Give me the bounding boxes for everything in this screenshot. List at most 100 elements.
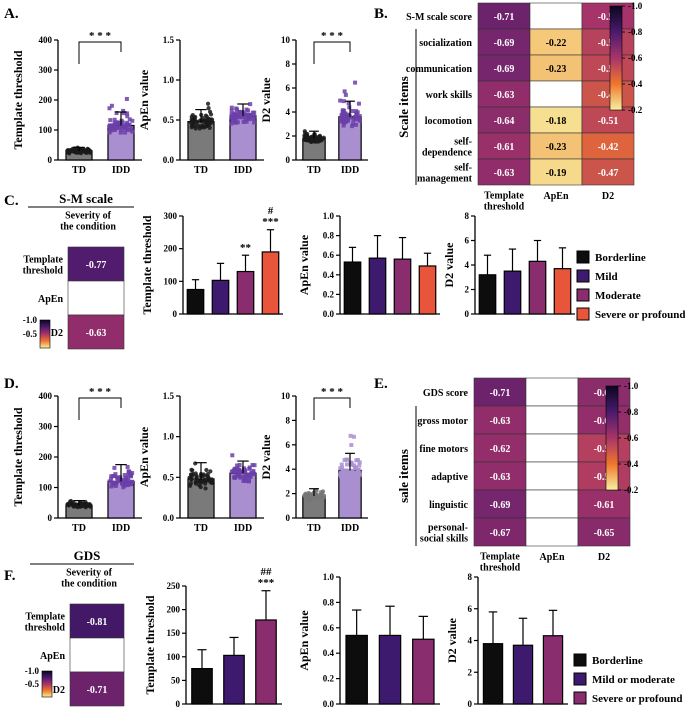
data-point [120, 120, 125, 125]
data-point [314, 488, 319, 493]
y-tick-label: 2 [468, 667, 473, 677]
heatmap-row-label: adaptive [431, 472, 468, 483]
significance-bracket [78, 41, 122, 64]
data-point [193, 114, 198, 120]
data-point [188, 483, 193, 488]
y-tick-label: 1.5 [163, 35, 175, 45]
chart-c4: 0 2 4 6 8 D2 value Borderline Mild Moderate Sever… [442, 211, 685, 321]
data-point [125, 126, 130, 131]
y-tick-label: 200 [39, 452, 53, 462]
y-tick-label: 8 [465, 211, 470, 221]
chart-c3: 0.0 0.2 0.4 0.6 0.8 1.0 ApEn value [297, 211, 440, 319]
y-tick-label: 0.8 [323, 231, 335, 241]
data-point [238, 469, 243, 474]
data-point [244, 475, 249, 480]
chart-a2: 0.0 0.5 1.0 1.5 ApEn value TD IDD [137, 35, 264, 176]
colorbar [41, 670, 53, 698]
y-tick-label: 0.6 [323, 623, 335, 633]
data-point [341, 123, 346, 128]
x-tick-label: IDD [341, 523, 359, 534]
y-tick-label: 0 [48, 513, 53, 523]
heatmap-cell-value: -0.62 [490, 444, 511, 455]
data-point [321, 493, 327, 498]
data-point [338, 466, 343, 471]
bar-3 [418, 265, 437, 315]
data-point [118, 121, 123, 126]
data-point [125, 482, 130, 487]
data-point [118, 130, 123, 135]
heatmap-row-label-line: threshold [23, 266, 64, 277]
data-point [230, 453, 235, 458]
bar-1 [223, 654, 245, 705]
heatmap-row-label-line: Template [23, 255, 63, 266]
y-tick-label: 0 [286, 513, 291, 523]
data-point [122, 482, 127, 487]
heatmap-cell-value: -0.77 [86, 260, 107, 271]
heatmap-cell [67, 314, 125, 350]
legend-swatch [576, 269, 590, 283]
y-tick-label: 10 [281, 35, 291, 45]
data-point [116, 125, 121, 130]
data-point [190, 118, 195, 124]
data-point [357, 463, 362, 468]
heatmap-row-label: ApEn [38, 294, 63, 305]
data-point [114, 111, 119, 116]
bar-1 [211, 279, 230, 315]
data-point [356, 469, 361, 474]
colorbar-label: -0.4 [624, 459, 639, 469]
data-point [252, 120, 257, 125]
y-tick-label: 300 [39, 65, 53, 75]
heatmap-col-label-line: threshold [480, 563, 521, 574]
data-point [203, 113, 209, 118]
data-point [349, 462, 354, 467]
data-point [190, 471, 196, 477]
y-axis-label: D2 value [442, 242, 456, 288]
bar-1 [503, 270, 522, 315]
data-point [242, 111, 247, 116]
data-point [342, 121, 347, 126]
heatmap-cell-value: -0.63 [86, 328, 107, 339]
y-tick-label: 0.4 [323, 270, 335, 280]
data-point [121, 111, 126, 116]
y-tick-label: 100 [167, 652, 181, 662]
heatmap-cell-value: -0.65 [594, 528, 615, 539]
heatmap-row-label: fine motors [419, 444, 468, 455]
heatmap-cell [577, 405, 631, 435]
data-point [235, 473, 240, 478]
bar-2 [255, 619, 277, 705]
significance-label-line: ## [261, 566, 273, 578]
data-point [193, 126, 198, 131]
data-point [125, 114, 130, 119]
data-point [357, 118, 362, 123]
x-tick-label: IDD [341, 165, 359, 176]
group-label: Scale items [396, 76, 411, 138]
heatmap-cell-value: -0.18 [546, 116, 567, 127]
data-point [353, 109, 358, 114]
heatmap-row-label: socialization [419, 38, 472, 49]
y-tick-label: 400 [39, 391, 53, 401]
data-point [233, 120, 238, 125]
data-point [236, 115, 241, 120]
data-point [124, 96, 129, 101]
y-tick-label: 0 [48, 155, 53, 165]
data-point [338, 98, 343, 103]
data-point [110, 481, 115, 486]
colorbar-label: -0.8 [628, 27, 643, 37]
x-tick-label: IDD [112, 523, 130, 534]
heatmap-col-label-line: Template [484, 191, 524, 202]
data-point [244, 472, 249, 477]
y-axis-label: Template threshold [11, 50, 25, 149]
heatmap-cell [67, 280, 125, 316]
heatmap-col-label: ApEn [543, 191, 568, 202]
data-point [344, 457, 349, 462]
data-point [355, 477, 360, 482]
significance-label: # *** [262, 205, 279, 228]
data-point [353, 80, 358, 85]
data-point [356, 467, 361, 472]
y-tick-label: 200 [39, 95, 53, 105]
data-point [246, 479, 251, 484]
y-tick-label: 50 [171, 675, 181, 685]
data-point [205, 123, 210, 129]
data-point [129, 127, 134, 132]
data-point [126, 478, 131, 483]
